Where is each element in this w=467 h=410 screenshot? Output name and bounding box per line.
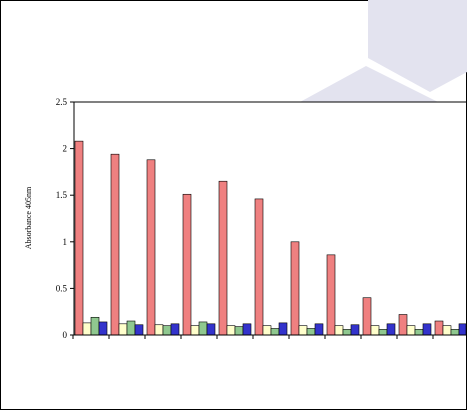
bar-group-9-series-1 [362, 297, 372, 336]
bar-group-3-series-1 [146, 159, 156, 336]
bar-group-3-series-4 [170, 323, 180, 336]
bar-group-7-series-3 [306, 328, 316, 336]
bar-group-3-series-2 [154, 324, 164, 336]
bar-group-2-series-2 [118, 323, 128, 336]
bar-group-4-series-3 [198, 321, 208, 336]
bar-group-5-series-3 [234, 326, 244, 336]
bar-group-4-series-1 [182, 193, 192, 336]
bar-group-10-series-1 [398, 314, 408, 336]
bar-group-5-series-4 [242, 323, 252, 336]
bar-group-2-series-4 [134, 324, 144, 336]
bar-group-4-series-2 [190, 325, 200, 336]
watermark-hexagon-middle [300, 66, 438, 102]
bar-group-7-series-4 [314, 323, 324, 336]
bar-group-6-series-2 [262, 325, 272, 336]
bar-group-2-series-3 [126, 320, 136, 336]
bar-group-6-series-3 [270, 328, 280, 336]
bar-group-9-series-3 [378, 329, 388, 336]
bar-group-10-series-2 [406, 325, 416, 336]
bar-group-11-series-2 [442, 325, 452, 336]
bar-group-4-series-4 [206, 323, 216, 336]
bar-group-7-series-2 [298, 325, 308, 336]
y-tick-label-1.5: 1.5 [56, 190, 68, 200]
y-tick-label-2.5: 2.5 [56, 97, 68, 107]
bar-group-1-series-2 [82, 322, 92, 336]
y-tick-label-1: 1 [63, 237, 68, 247]
bar-group-11-series-1 [434, 320, 444, 336]
bar-group-6-series-1 [254, 198, 264, 336]
bar-group-5-series-1 [218, 180, 228, 336]
bar-group-5-series-2 [226, 325, 236, 336]
bar-group-10-series-4 [422, 323, 432, 336]
bar-group-8-series-4 [350, 324, 360, 336]
bar-group-11-series-3 [450, 329, 460, 336]
y-axis-title: Absorbance 405nm [24, 186, 33, 249]
bar-group-9-series-2 [370, 325, 380, 336]
plot-area: 0 0.5 1 1.5 2 2.5 [56, 97, 467, 340]
bar-group-11-series-4 [458, 323, 467, 336]
bar-group-2-series-1 [110, 153, 120, 336]
bar-group-7-series-1 [290, 241, 300, 336]
watermark-hexagon-top [368, 0, 467, 92]
bar-group-9-series-4 [386, 323, 396, 336]
bar-group-1-series-4 [98, 321, 108, 336]
bar-group-8-series-3 [342, 329, 352, 336]
bar-group-8-series-2 [334, 325, 344, 336]
y-tick-label-0: 0 [63, 330, 68, 340]
bar-group-1-series-1 [74, 140, 84, 336]
bar-group-6-series-4 [278, 322, 288, 336]
y-tick-label-0.5: 0.5 [56, 283, 68, 293]
bar-group-8-series-1 [326, 254, 336, 336]
bar-group-3-series-3 [162, 325, 172, 336]
bar-group-1-series-3 [90, 316, 100, 336]
bar-group-10-series-3 [414, 329, 424, 336]
y-tick-label-2: 2 [63, 144, 68, 154]
